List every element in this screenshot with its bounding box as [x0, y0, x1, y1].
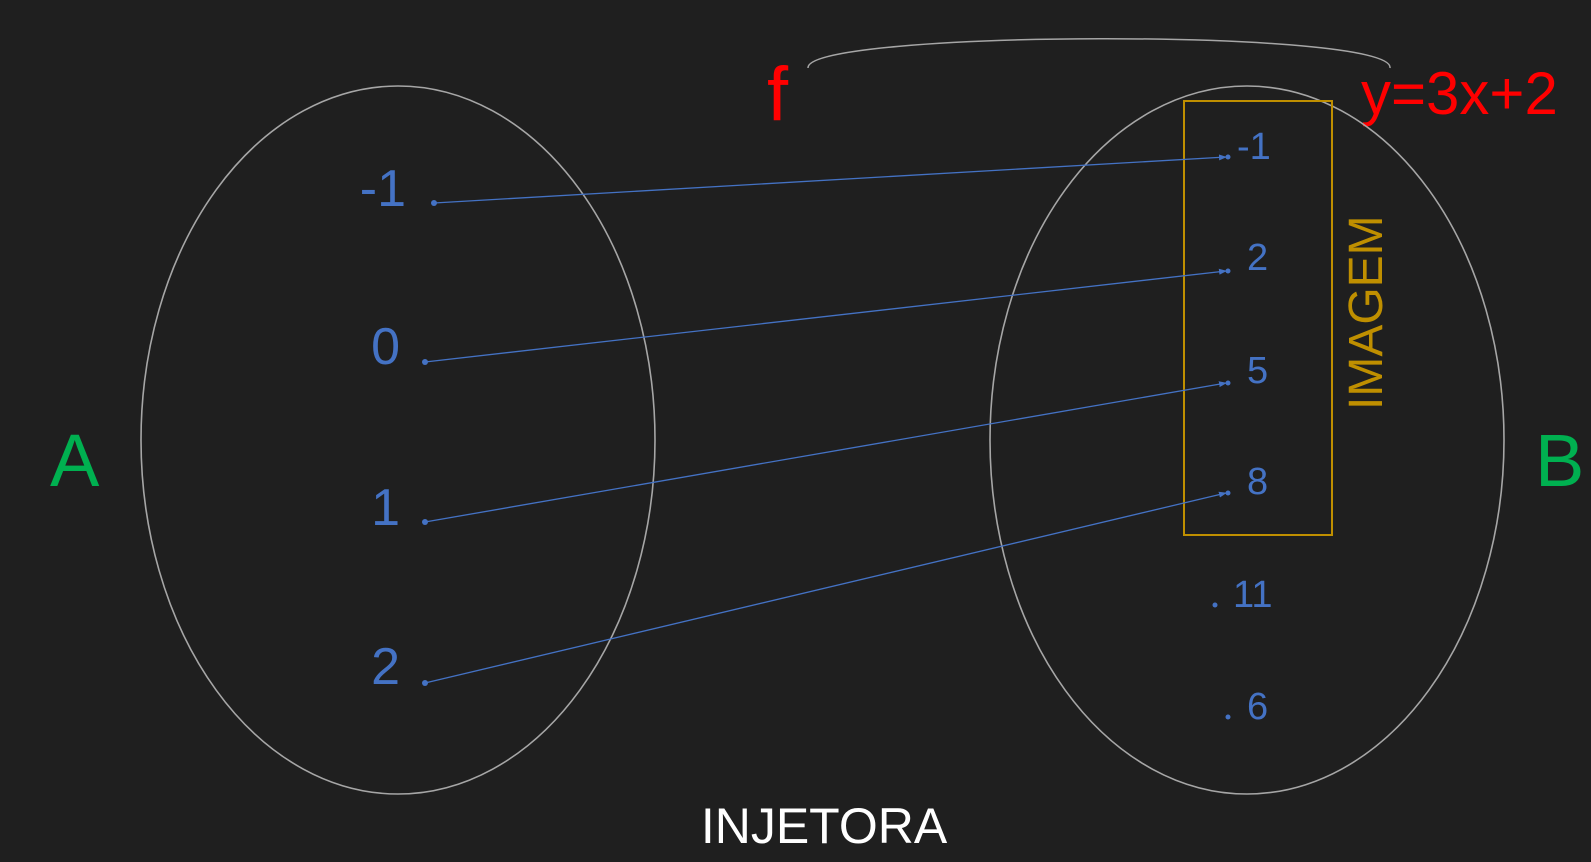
set-b-dot [1225, 490, 1231, 496]
function-name: f [767, 52, 789, 137]
classification-caption: INJETORA [701, 798, 948, 854]
set-a-element: 2 [371, 638, 400, 696]
set-b-element: 8 [1247, 461, 1268, 503]
set-a-ellipse [140, 85, 656, 795]
image-label: IMAGEM [1340, 215, 1393, 410]
set-a-label: A [50, 419, 100, 502]
set-b-element: 6 [1247, 686, 1268, 728]
function-formula: y=3x+2 [1361, 60, 1558, 127]
set-b-dot [1212, 602, 1218, 608]
function-bracket [807, 38, 1391, 69]
set-b-dots [1212, 154, 1231, 720]
set-b-label: B [1535, 419, 1584, 502]
mapping-arrow [424, 268, 1227, 363]
set-b-element: 5 [1247, 350, 1268, 392]
set-a-element: 1 [371, 479, 400, 537]
set-a-elements: -1 0 1 2 [360, 160, 406, 696]
set-b-elements: -1 2 5 8 11 6 [1233, 126, 1272, 728]
set-a-element: 0 [371, 318, 400, 376]
set-a-dots [422, 200, 437, 686]
set-b-element: -1 [1237, 126, 1271, 168]
set-a-element: -1 [360, 160, 406, 218]
set-b-dot [1225, 268, 1231, 274]
mapping-arrow [424, 381, 1227, 523]
set-b-element: 11 [1233, 574, 1272, 616]
set-b-dot [1225, 714, 1231, 720]
set-b-ellipse [989, 85, 1505, 795]
mapping-arrow [424, 491, 1227, 684]
set-b-dot [1225, 380, 1231, 386]
set-b-element: 2 [1247, 237, 1268, 279]
mapping-arrow [433, 154, 1227, 204]
set-b-dot [1225, 154, 1231, 160]
mapping-arrows [424, 154, 1227, 684]
image-box [1183, 100, 1333, 536]
